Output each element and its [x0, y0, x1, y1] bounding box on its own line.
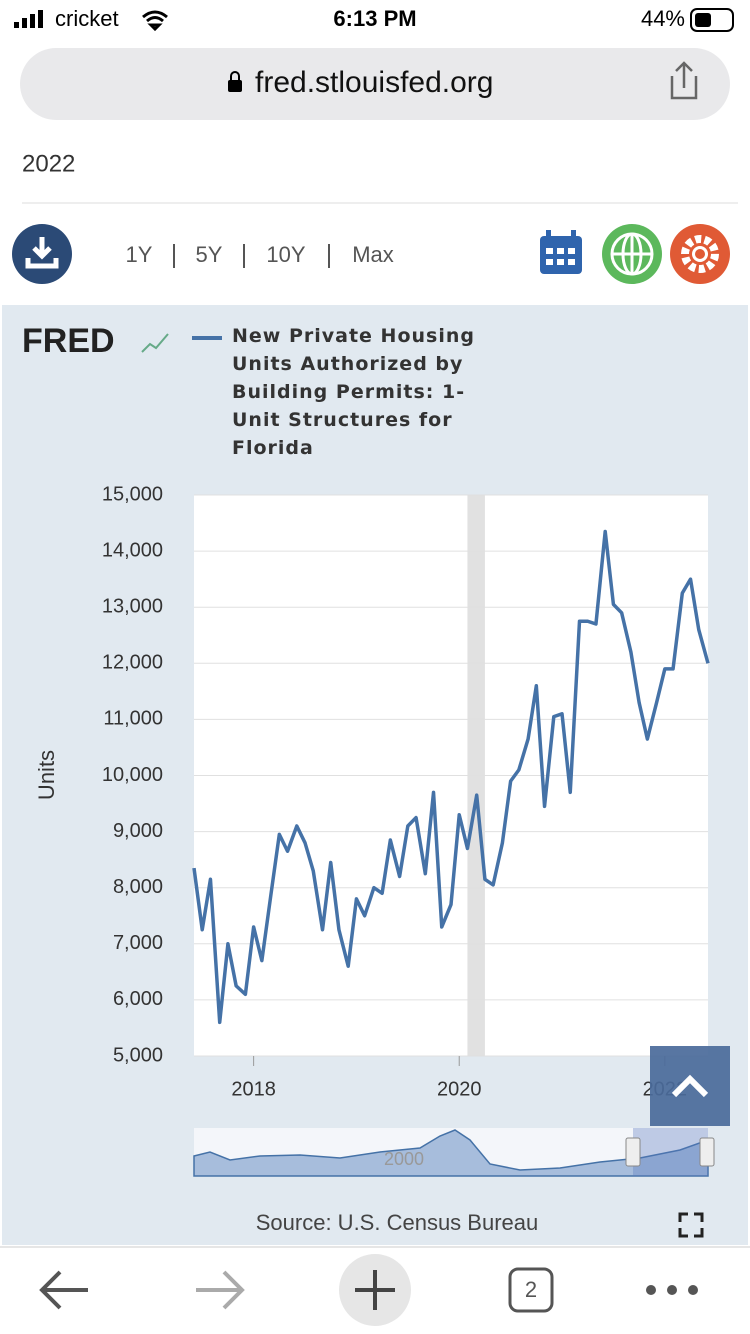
range-1y[interactable]: 1Y	[126, 242, 153, 267]
navigator-area	[193, 1129, 709, 1177]
wifi-icon	[142, 10, 168, 32]
navigator-window[interactable]	[633, 1128, 708, 1176]
logo-graph	[141, 333, 169, 353]
settings-button[interactable]	[670, 224, 730, 284]
navigator-handle-left[interactable]	[625, 1137, 641, 1167]
range-10y[interactable]: 10Y	[266, 242, 305, 267]
source: Source: U.S. Census Bureau	[256, 1210, 538, 1235]
battery-percent: 44%	[641, 6, 685, 31]
share-button[interactable]	[670, 61, 698, 100]
tab-count: 2	[525, 1277, 537, 1302]
x-tick-label: 2018	[231, 1078, 276, 1100]
range-max[interactable]: Max	[352, 242, 394, 267]
fred-logo: FRED	[22, 322, 115, 360]
y-tick-label: 6,000	[113, 988, 163, 1010]
lock-shackle	[230, 71, 240, 80]
carrier: cricket	[55, 6, 119, 31]
scroll-top-button[interactable]	[650, 1046, 730, 1126]
range-separators	[173, 244, 330, 268]
y-axis-label: Units	[34, 750, 59, 800]
battery-icon	[690, 8, 734, 32]
url: fred.stlouisfed.org	[255, 66, 493, 99]
plus-icon	[355, 1270, 395, 1310]
x-tick-label: 2020	[437, 1078, 482, 1100]
lock-icon	[228, 80, 242, 92]
menu-button[interactable]	[646, 1285, 698, 1295]
y-tick-label: 7,000	[113, 932, 163, 954]
y-tick-label: 14,000	[102, 539, 163, 561]
legend-text: New Private Housing Units Authorized by …	[232, 325, 475, 459]
forward-button[interactable]	[196, 1270, 245, 1310]
navigator-handle-right[interactable]	[699, 1137, 715, 1167]
y-tick-label: 10,000	[102, 764, 163, 786]
y-tick-label: 8,000	[113, 876, 163, 898]
signal-icon	[14, 10, 43, 28]
y-tick-label: 11,000	[103, 708, 163, 730]
y-tick-label: 15,000	[102, 483, 163, 505]
download-icon	[25, 237, 59, 269]
url-bar[interactable]	[20, 48, 730, 120]
y-tick-label: 13,000	[102, 595, 163, 617]
y-tick-label: 5,000	[113, 1044, 163, 1066]
y-tick-label: 12,000	[102, 652, 163, 674]
title-fragment: 2022	[22, 150, 75, 177]
tabs-button[interactable]	[508, 1267, 554, 1313]
y-tick-label: 9,000	[113, 820, 163, 842]
map-button[interactable]	[602, 224, 662, 284]
range-5y[interactable]: 5Y	[196, 242, 223, 267]
data-line	[192, 529, 710, 1025]
back-button[interactable]	[39, 1270, 88, 1310]
calendar-button[interactable]	[540, 230, 582, 274]
battery-level	[695, 13, 711, 27]
fullscreen-button[interactable]	[678, 1212, 704, 1238]
plot: 5,000 6,000 7,000 8,000 9,000 10,000 11,000 12,…	[102, 483, 710, 1100]
clock: 6:13 PM	[333, 6, 416, 31]
navigator-label: 2000	[384, 1149, 424, 1169]
